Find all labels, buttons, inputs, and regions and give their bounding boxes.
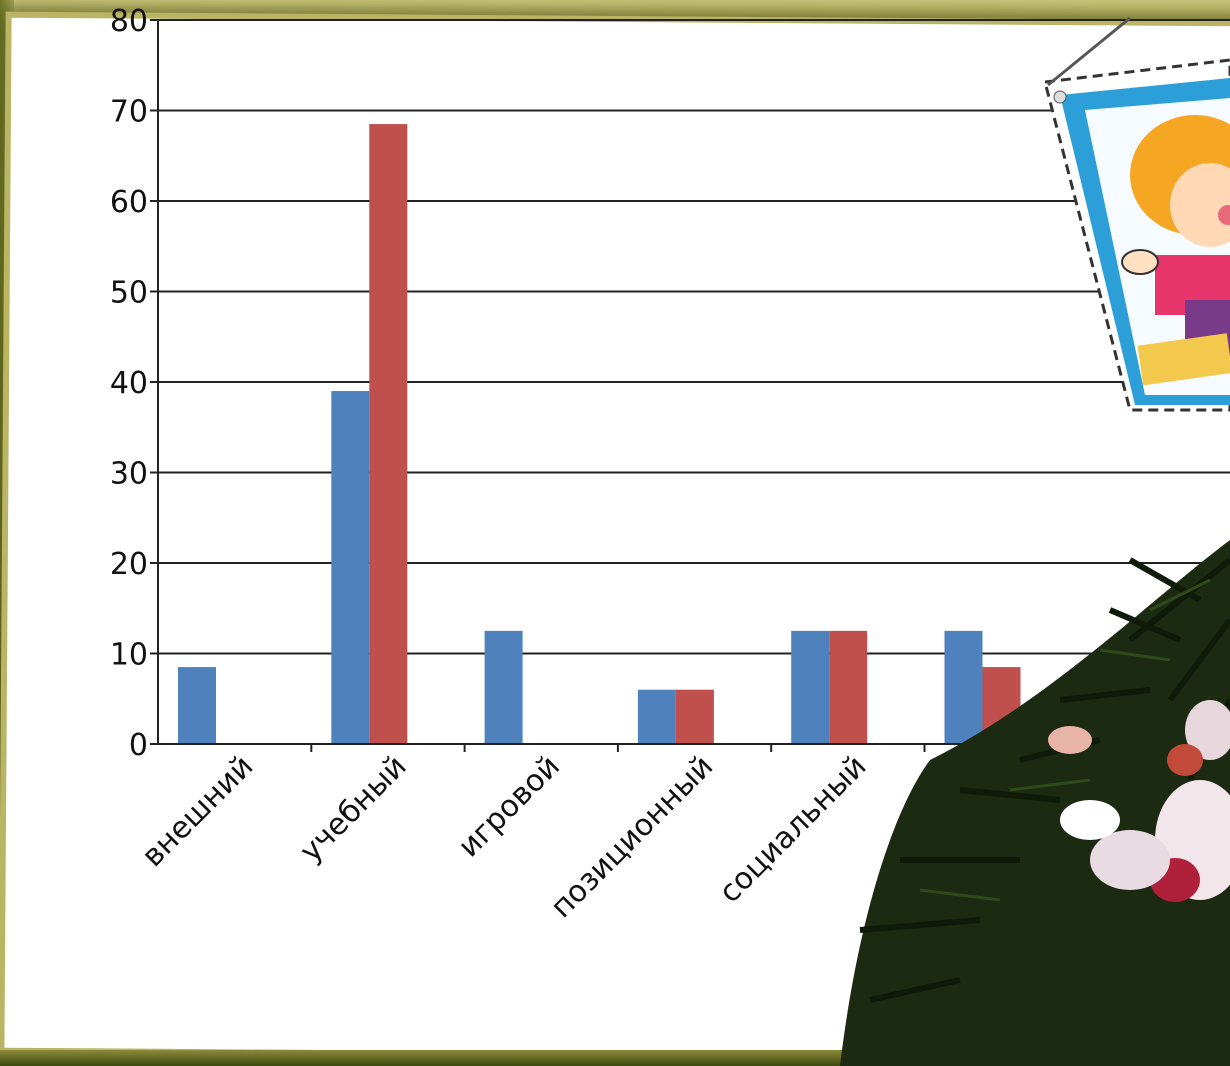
bar-series-2-4	[829, 630, 868, 744]
bar-series-2-3	[675, 689, 714, 744]
y-tick-labels: 0 10 20 30 40 50 60 70 80	[110, 4, 148, 763]
x-category-label: внешний	[135, 749, 260, 874]
bar-series-1-5	[944, 630, 983, 744]
pine-branch-decoration	[840, 540, 1230, 1066]
x-category-label: учебный	[293, 749, 413, 869]
bar-series-1-4	[791, 630, 830, 744]
y-tick-label: 80	[110, 4, 148, 39]
bar-series-1-3	[637, 689, 676, 744]
bar-series-1-0	[178, 667, 216, 744]
y-tick-label: 60	[110, 185, 148, 220]
y-tick-label: 20	[110, 547, 148, 582]
y-tick-label: 30	[110, 457, 148, 492]
y-tick-label: 40	[110, 366, 148, 401]
y-tick-label: 50	[110, 276, 148, 311]
schoolboy-picture	[1043, 16, 1230, 412]
frame-border-top	[0, 0, 1230, 22]
x-category-label: социальный	[712, 749, 873, 910]
x-category-label: позиционный	[544, 749, 720, 925]
bar-series-1-2	[484, 630, 523, 744]
y-tick-label: 10	[110, 638, 148, 673]
bars	[178, 124, 1174, 744]
x-category-label: игровой	[452, 749, 567, 864]
bar-series-2-1	[369, 124, 408, 744]
y-tick-label: 0	[129, 728, 148, 763]
bar-series-1-1	[331, 391, 370, 744]
y-tick-label: 70	[110, 95, 148, 130]
